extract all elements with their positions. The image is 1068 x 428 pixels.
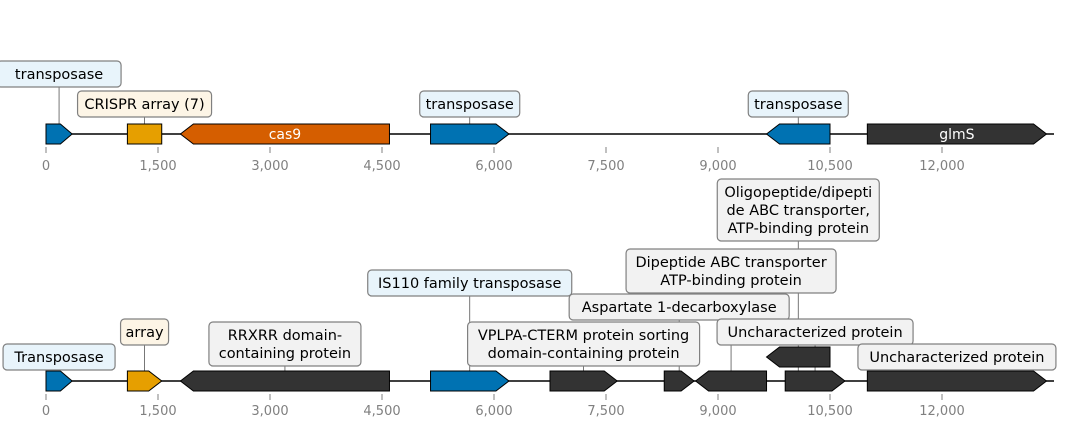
annotation-text: ATP-binding protein (728, 221, 870, 237)
annotation-text: RRXRR domain- (228, 328, 342, 344)
annotation-box (747, 90, 849, 118)
annotation-text: Aspartate 1-decarboxylase (582, 300, 777, 316)
axis-tick-label: 7,500 (587, 159, 624, 174)
axis-tick-label: 9,000 (699, 404, 736, 419)
annotation-box (419, 90, 521, 118)
annotation-box (716, 318, 914, 346)
annotation-text: array (126, 325, 164, 341)
gene-feature (765, 346, 831, 368)
gene-feature (663, 370, 695, 392)
gene-feature (866, 370, 1048, 392)
gene-feature (45, 370, 73, 392)
annotation-box (625, 248, 837, 294)
gene-feature (430, 370, 510, 392)
axis-tick-label: 4,500 (363, 404, 400, 419)
annotation-text: CRISPR array (7) (84, 97, 204, 113)
annotation-box (208, 321, 362, 367)
axis-tick-label: 10,500 (807, 404, 853, 419)
annotation-text: de ABC transporter, (726, 203, 870, 219)
annotation-text: Transposase (13, 350, 103, 366)
annotation-box (857, 343, 1057, 371)
annotation-box (716, 178, 880, 242)
axis-tick-label: 6,000 (475, 159, 512, 174)
gene-feature (179, 370, 390, 392)
gene-feature-label: glmS (939, 127, 974, 143)
annotation-box (76, 90, 213, 118)
gene-feature (765, 123, 831, 145)
annotation-box (367, 269, 573, 297)
axis-tick-label: 12,000 (919, 159, 965, 174)
annotation-box (467, 321, 701, 367)
gene-feature (549, 370, 619, 392)
axis-tick-label: 3,000 (251, 404, 288, 419)
annotation-text: ATP-binding protein (660, 273, 802, 289)
gene-feature-label: cas9 (269, 127, 301, 143)
axis-tick-label: 1,500 (139, 404, 176, 419)
annotation-box (568, 293, 790, 321)
annotation-text: domain-containing protein (488, 346, 680, 362)
annotation-text: transposase (426, 97, 514, 113)
annotation-text: VPLPA-CTERM protein sorting (478, 328, 689, 344)
track-bottom: 0 1,500 3,000 4,500 6,000 7,500 9,000 10,500 12,… (2, 178, 1057, 419)
annotation-text: Uncharacterized protein (727, 325, 902, 341)
gene-feature (45, 123, 73, 145)
gene-feature (179, 123, 390, 145)
axis-tick-label: 3,000 (251, 159, 288, 174)
annotation-text: Uncharacterized protein (869, 350, 1044, 366)
axis-tick-label: 10,500 (807, 159, 853, 174)
axis-tick-label: 12,000 (919, 404, 965, 419)
annotation-text: IS110 family transposase (378, 276, 561, 292)
axis-tick-label: 6,000 (475, 404, 512, 419)
axis-tick-label: 7,500 (587, 404, 624, 419)
axis-tick-label: 0 (42, 404, 50, 419)
axis-tick-label: 9,000 (699, 159, 736, 174)
annotation-box (2, 343, 116, 371)
axis-tick-label: 0 (42, 159, 50, 174)
gene-feature (694, 370, 768, 392)
axis-tick-label: 4,500 (363, 159, 400, 174)
gene-feature (126, 123, 163, 145)
annotation-box (0, 60, 122, 88)
annotation-text: transposase (754, 97, 842, 113)
annotation-text: containing protein (219, 346, 351, 362)
annotation-text: Oligopeptide/dipepti (724, 185, 872, 201)
gene-feature (430, 123, 510, 145)
annotation-text: transposase (15, 67, 103, 83)
gene-feature (866, 123, 1048, 145)
annotation-box (119, 318, 170, 346)
track-top: 0 1,500 3,000 4,500 6,000 7,500 9,000 10,500 12,… (0, 60, 1054, 174)
annotation-text: Dipeptide ABC transporter (635, 255, 826, 271)
gene-feature (784, 370, 846, 392)
gene-feature (126, 370, 163, 392)
axis-tick-label: 1,500 (139, 159, 176, 174)
